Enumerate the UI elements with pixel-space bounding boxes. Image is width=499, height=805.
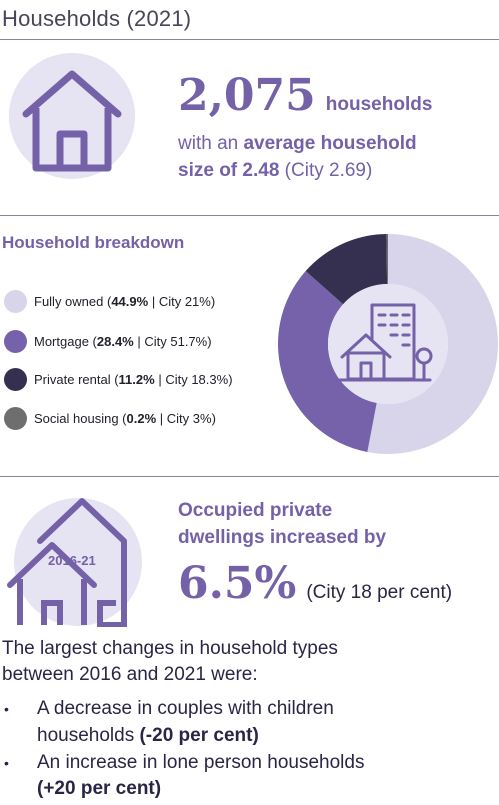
donut-center: [328, 284, 448, 404]
legend-swatch: [4, 290, 27, 313]
legend-item-social-housing: Social housing (0.2% | City 3%): [4, 407, 216, 430]
households-unit: households: [325, 94, 433, 115]
households-count: 2,075: [178, 70, 316, 121]
page-title: Households (2021): [2, 6, 192, 31]
legend-swatch: [4, 368, 27, 391]
bullet-1-line2: households (-20 per cent): [37, 725, 259, 746]
bullet-2-line1: An increase in lone person households: [37, 752, 365, 773]
dwellings-value: 6.5%: [178, 558, 297, 609]
dwellings-line1: Occupied private: [178, 500, 333, 521]
legend-item-fully-owned: Fully owned (44.9% | City 21%): [4, 290, 215, 313]
households-line2: with an average household: [178, 133, 417, 154]
legend-swatch: [4, 330, 27, 353]
bullet-icon: •: [4, 701, 9, 717]
changes-intro-line1: The largest changes in household types: [2, 638, 338, 659]
donut-slice-fully-owned: [367, 234, 498, 454]
bullet-1-line1: A decrease in couples with children: [37, 698, 334, 719]
house-icon: [9, 53, 135, 179]
bullet-icon: •: [4, 755, 9, 771]
dwellings-headline: 6.5% (City 18 per cent): [178, 558, 452, 609]
donut-slice-mortgage: [278, 271, 377, 453]
dwellings-city: (City 18 per cent): [306, 582, 453, 603]
dwellings-line2: dwellings increased by: [178, 527, 387, 548]
legend-item-mortgage: Mortgage (28.4% | City 51.7%): [4, 330, 212, 353]
period-badge: 2016-21: [48, 553, 96, 568]
breakdown-title: Household breakdown: [2, 233, 185, 252]
changes-intro-line2: between 2016 and 2021 were:: [2, 664, 258, 685]
divider: [0, 39, 499, 40]
legend-swatch: [4, 407, 27, 430]
divider: [0, 476, 499, 477]
legend-item-private-rental: Private rental (11.2% | City 18.3%): [4, 368, 233, 391]
apartment-house-icon: [334, 303, 433, 382]
divider: [0, 215, 499, 216]
houses-badge-icon: [7, 498, 142, 627]
household-breakdown-donut-chart: [278, 234, 498, 454]
households-headline: 2,075 households: [178, 70, 432, 121]
households-line3: size of 2.48 (City 2.69): [178, 160, 373, 181]
donut-slice-private-rental: [305, 234, 388, 305]
bullet-2-line2: (+20 per cent): [37, 778, 162, 799]
donut-slice-social-housing: [386, 234, 388, 285]
